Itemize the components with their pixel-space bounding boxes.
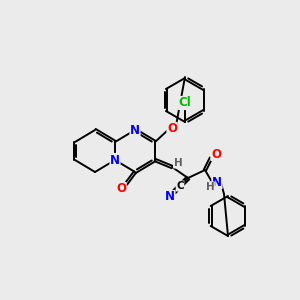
Text: Cl: Cl xyxy=(178,97,191,110)
Text: N: N xyxy=(165,190,175,203)
Text: N: N xyxy=(212,176,222,188)
Text: O: O xyxy=(116,182,126,196)
Text: H: H xyxy=(206,182,214,192)
Text: C: C xyxy=(176,181,184,191)
Text: N: N xyxy=(110,154,120,166)
Text: O: O xyxy=(167,122,177,136)
Text: O: O xyxy=(211,148,221,160)
Text: H: H xyxy=(174,158,182,168)
Text: N: N xyxy=(130,124,140,136)
